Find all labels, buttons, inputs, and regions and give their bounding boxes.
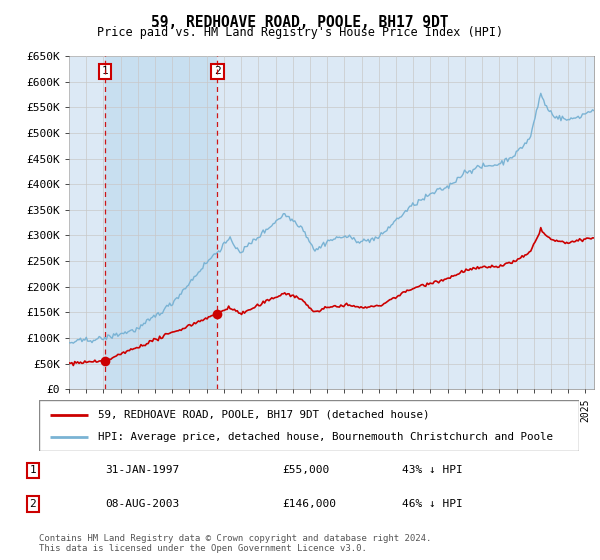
Bar <box>105 56 217 389</box>
Text: 43% ↓ HPI: 43% ↓ HPI <box>402 465 463 475</box>
Text: 08-AUG-2003: 08-AUG-2003 <box>105 499 179 509</box>
Text: 2: 2 <box>29 499 37 509</box>
Text: 1: 1 <box>101 67 108 76</box>
Text: 59, REDHOAVE ROAD, POOLE, BH17 9DT (detached house): 59, REDHOAVE ROAD, POOLE, BH17 9DT (deta… <box>98 409 430 419</box>
Text: Price paid vs. HM Land Registry's House Price Index (HPI): Price paid vs. HM Land Registry's House … <box>97 26 503 39</box>
Text: £55,000: £55,000 <box>282 465 329 475</box>
Text: 46% ↓ HPI: 46% ↓ HPI <box>402 499 463 509</box>
Text: 1: 1 <box>29 465 37 475</box>
Text: 59, REDHOAVE ROAD, POOLE, BH17 9DT: 59, REDHOAVE ROAD, POOLE, BH17 9DT <box>151 15 449 30</box>
Text: 2: 2 <box>214 67 221 76</box>
Text: 31-JAN-1997: 31-JAN-1997 <box>105 465 179 475</box>
Text: HPI: Average price, detached house, Bournemouth Christchurch and Poole: HPI: Average price, detached house, Bour… <box>98 432 553 442</box>
Text: Contains HM Land Registry data © Crown copyright and database right 2024.
This d: Contains HM Land Registry data © Crown c… <box>39 534 431 553</box>
Text: £146,000: £146,000 <box>282 499 336 509</box>
